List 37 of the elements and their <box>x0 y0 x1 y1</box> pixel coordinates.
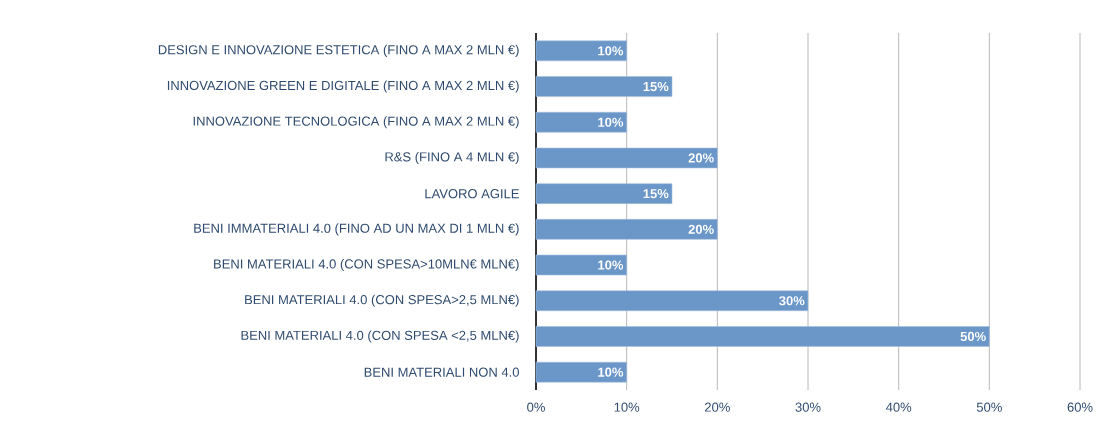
data-label: 10% <box>598 260 624 270</box>
x-tick-label: 50% <box>976 402 1002 412</box>
y-tick-label: LAVORO AGILE <box>425 189 519 199</box>
data-label: 10% <box>598 46 624 56</box>
bar <box>535 219 718 240</box>
x-tick-label: 10% <box>614 402 640 412</box>
y-tick-label: DESIGN E INNOVAZIONE ESTETICA (FINO A MAX 2 MLN €) <box>158 44 519 57</box>
data-label: 10% <box>598 367 624 377</box>
bar <box>535 76 673 97</box>
data-label: 15% <box>643 81 669 92</box>
data-label: 10% <box>598 117 624 127</box>
x-tick-label: 60% <box>1067 402 1093 412</box>
bar <box>535 111 627 133</box>
data-label: 20% <box>688 153 714 163</box>
x-tick-label: 20% <box>704 402 730 412</box>
y-tick-label: BENI MATERIALI NON 4.0 <box>364 367 519 377</box>
data-label: 30% <box>779 296 805 306</box>
data-label: 15% <box>643 189 669 199</box>
data-label: 20% <box>688 224 714 234</box>
bar <box>535 326 990 347</box>
x-tick-label: 0% <box>527 402 545 412</box>
bar <box>535 254 627 276</box>
data-label: 50% <box>960 331 986 342</box>
y-tick-label: R&S (FINO A 4 MLN €) <box>385 151 519 165</box>
y-tick-label: BENI MATERIALI 4.0 (CON SPESA <2,5 MLN€) <box>241 330 519 343</box>
x-tick-label: 40% <box>885 402 912 412</box>
y-tick-label: BENI IMMATERIALI 4.0 (FINO AD UN MAX DI 1 MLN €) <box>194 223 519 236</box>
bar <box>535 40 627 62</box>
y-tick-label: BENI MATERIALI 4.0 (CON SPESA>2,5 MLN€) <box>245 294 519 307</box>
y-tick-label: BENI MATERIALI 4.0 (CON SPESA>10MLN€ MLN€) <box>214 258 519 272</box>
bar <box>535 290 809 312</box>
bar <box>535 183 673 204</box>
y-tick-label: INNOVAZIONE GREEN E DIGITALE (FINO A MAX 2 MLN €) <box>167 80 519 93</box>
bar <box>535 361 627 383</box>
x-tick-label: 30% <box>795 402 821 412</box>
bar <box>535 147 718 169</box>
y-tick-label: INNOVAZIONE TECNOLOGICA (FINO A MAX 2 MLN €) <box>193 116 519 129</box>
